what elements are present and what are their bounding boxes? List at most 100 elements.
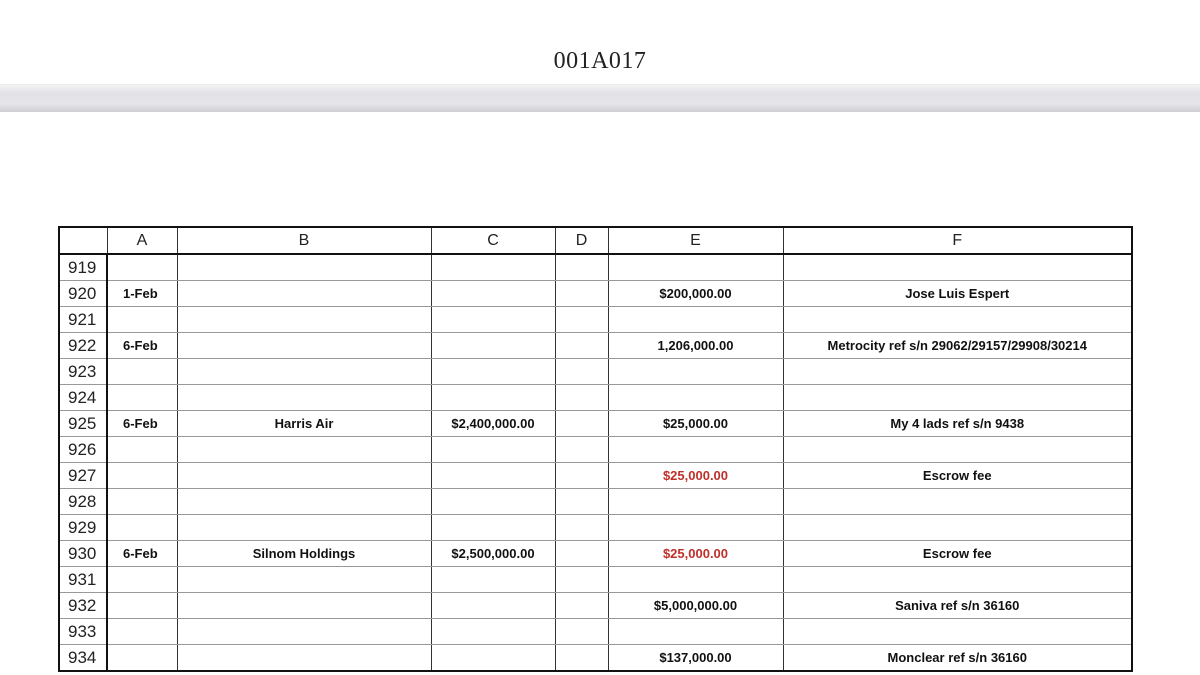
cell-d[interactable] — [554, 488, 609, 515]
cell-b[interactable] — [176, 358, 432, 385]
column-header-e[interactable]: E — [607, 226, 784, 255]
row-number[interactable]: 927 — [58, 462, 108, 489]
column-header-corner[interactable] — [58, 226, 108, 255]
cell-a[interactable] — [106, 566, 178, 593]
column-header-b[interactable]: B — [176, 226, 432, 255]
cell-c[interactable] — [430, 280, 556, 307]
cell-a[interactable] — [106, 384, 178, 411]
cell-d[interactable] — [554, 540, 609, 567]
row-number[interactable]: 929 — [58, 514, 108, 541]
cell-e[interactable] — [607, 253, 784, 281]
row-number[interactable]: 930 — [58, 540, 108, 567]
cell-d[interactable] — [554, 332, 609, 359]
cell-b[interactable] — [176, 306, 432, 333]
cell-c[interactable] — [430, 488, 556, 515]
cell-e[interactable] — [607, 358, 784, 385]
cell-a[interactable]: 6-Feb — [106, 410, 178, 437]
cell-f[interactable]: My 4 lads ref s/n 9438 — [782, 410, 1133, 437]
cell-f[interactable] — [782, 384, 1133, 411]
cell-a[interactable] — [106, 618, 178, 645]
cell-d[interactable] — [554, 306, 609, 333]
cell-c[interactable] — [430, 644, 556, 672]
cell-e[interactable] — [607, 618, 784, 645]
cell-c[interactable] — [430, 306, 556, 333]
cell-b[interactable]: Silnom Holdings — [176, 540, 432, 567]
cell-b[interactable] — [176, 592, 432, 619]
cell-e[interactable]: $137,000.00 — [607, 644, 784, 672]
cell-e[interactable] — [607, 306, 784, 333]
cell-b[interactable] — [176, 384, 432, 411]
cell-c[interactable] — [430, 358, 556, 385]
cell-f[interactable] — [782, 618, 1133, 645]
cell-c[interactable] — [430, 514, 556, 541]
cell-d[interactable] — [554, 280, 609, 307]
cell-b[interactable] — [176, 488, 432, 515]
column-header-a[interactable]: A — [106, 226, 178, 255]
cell-a[interactable] — [106, 514, 178, 541]
cell-a[interactable] — [106, 644, 178, 672]
cell-f[interactable]: Jose Luis Espert — [782, 280, 1133, 307]
cell-d[interactable] — [554, 618, 609, 645]
cell-e[interactable] — [607, 488, 784, 515]
cell-b[interactable] — [176, 462, 432, 489]
cell-a[interactable] — [106, 436, 178, 463]
column-header-c[interactable]: C — [430, 226, 556, 255]
row-number[interactable]: 926 — [58, 436, 108, 463]
cell-c[interactable]: $2,400,000.00 — [430, 410, 556, 437]
cell-f[interactable]: Metrocity ref s/n 29062/29157/29908/3021… — [782, 332, 1133, 359]
cell-f[interactable]: Monclear ref s/n 36160 — [782, 644, 1133, 672]
cell-d[interactable] — [554, 592, 609, 619]
cell-f[interactable] — [782, 488, 1133, 515]
cell-d[interactable] — [554, 566, 609, 593]
cell-b[interactable] — [176, 644, 432, 672]
cell-f[interactable] — [782, 253, 1133, 281]
cell-a[interactable] — [106, 592, 178, 619]
cell-d[interactable] — [554, 462, 609, 489]
cell-e[interactable]: 1,206,000.00 — [607, 332, 784, 359]
cell-c[interactable] — [430, 618, 556, 645]
cell-b[interactable]: Harris Air — [176, 410, 432, 437]
cell-a[interactable]: 6-Feb — [106, 540, 178, 567]
row-number[interactable]: 933 — [58, 618, 108, 645]
cell-c[interactable]: $2,500,000.00 — [430, 540, 556, 567]
cell-f[interactable] — [782, 358, 1133, 385]
cell-e[interactable]: $25,000.00 — [607, 462, 784, 489]
row-number[interactable]: 928 — [58, 488, 108, 515]
cell-f[interactable]: Saniva ref s/n 36160 — [782, 592, 1133, 619]
row-number[interactable]: 922 — [58, 332, 108, 359]
cell-e[interactable]: $25,000.00 — [607, 410, 784, 437]
cell-e[interactable] — [607, 566, 784, 593]
column-header-f[interactable]: F — [782, 226, 1133, 255]
cell-d[interactable] — [554, 644, 609, 672]
cell-f[interactable] — [782, 306, 1133, 333]
cell-b[interactable] — [176, 253, 432, 281]
cell-a[interactable] — [106, 462, 178, 489]
cell-e[interactable] — [607, 514, 784, 541]
cell-a[interactable] — [106, 253, 178, 281]
cell-a[interactable]: 1-Feb — [106, 280, 178, 307]
cell-e[interactable] — [607, 436, 784, 463]
cell-d[interactable] — [554, 514, 609, 541]
cell-d[interactable] — [554, 436, 609, 463]
cell-f[interactable] — [782, 566, 1133, 593]
cell-e[interactable] — [607, 384, 784, 411]
cell-b[interactable] — [176, 332, 432, 359]
cell-c[interactable] — [430, 332, 556, 359]
row-number[interactable]: 932 — [58, 592, 108, 619]
row-number[interactable]: 920 — [58, 280, 108, 307]
cell-c[interactable] — [430, 592, 556, 619]
cell-f[interactable] — [782, 436, 1133, 463]
cell-c[interactable] — [430, 462, 556, 489]
cell-b[interactable] — [176, 436, 432, 463]
cell-f[interactable] — [782, 514, 1133, 541]
cell-f[interactable]: Escrow fee — [782, 462, 1133, 489]
cell-e[interactable]: $25,000.00 — [607, 540, 784, 567]
cell-c[interactable] — [430, 384, 556, 411]
cell-c[interactable] — [430, 436, 556, 463]
cell-d[interactable] — [554, 358, 609, 385]
cell-b[interactable] — [176, 514, 432, 541]
row-number[interactable]: 921 — [58, 306, 108, 333]
cell-a[interactable] — [106, 306, 178, 333]
cell-c[interactable] — [430, 253, 556, 281]
cell-a[interactable]: 6-Feb — [106, 332, 178, 359]
